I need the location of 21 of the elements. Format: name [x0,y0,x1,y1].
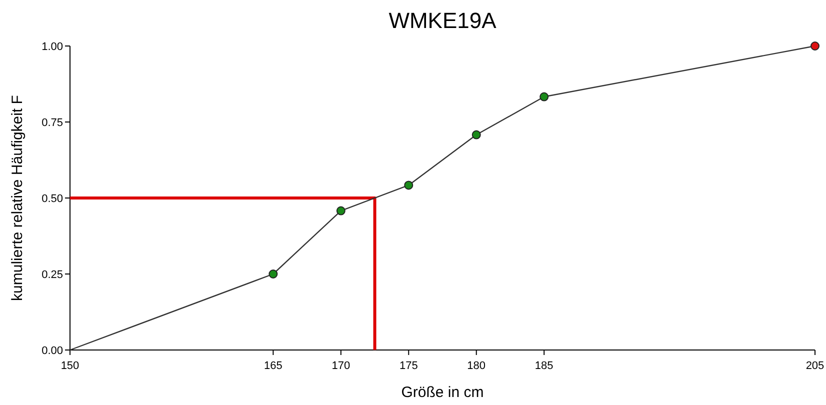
y-tick-label: 0.75 [42,117,63,129]
point [810,42,820,50]
x-axis-title: Größe in cm [401,384,484,401]
x-tick-label: 185 [534,360,554,372]
y-tick-label: 0.25 [42,269,63,281]
x-tick-label: 175 [399,360,418,372]
x-tick-label: 180 [467,360,486,372]
y-tick-label: 0.50 [42,193,63,205]
chart-title: WMKE19A [388,8,497,33]
point [268,270,278,278]
point [404,180,414,190]
y-axis-title: kumulierte relative Häufigkeit F [9,95,26,301]
y-tick-label: 0.00 [42,345,63,357]
point [540,92,549,102]
x-tick-label: 165 [264,360,282,372]
x-tick-label: 150 [60,360,80,372]
point [336,206,346,216]
x-tick-label: 205 [806,360,824,372]
point [472,130,481,140]
y-tick-label: 1.00 [42,41,63,53]
x-tick-label: 170 [332,360,350,372]
